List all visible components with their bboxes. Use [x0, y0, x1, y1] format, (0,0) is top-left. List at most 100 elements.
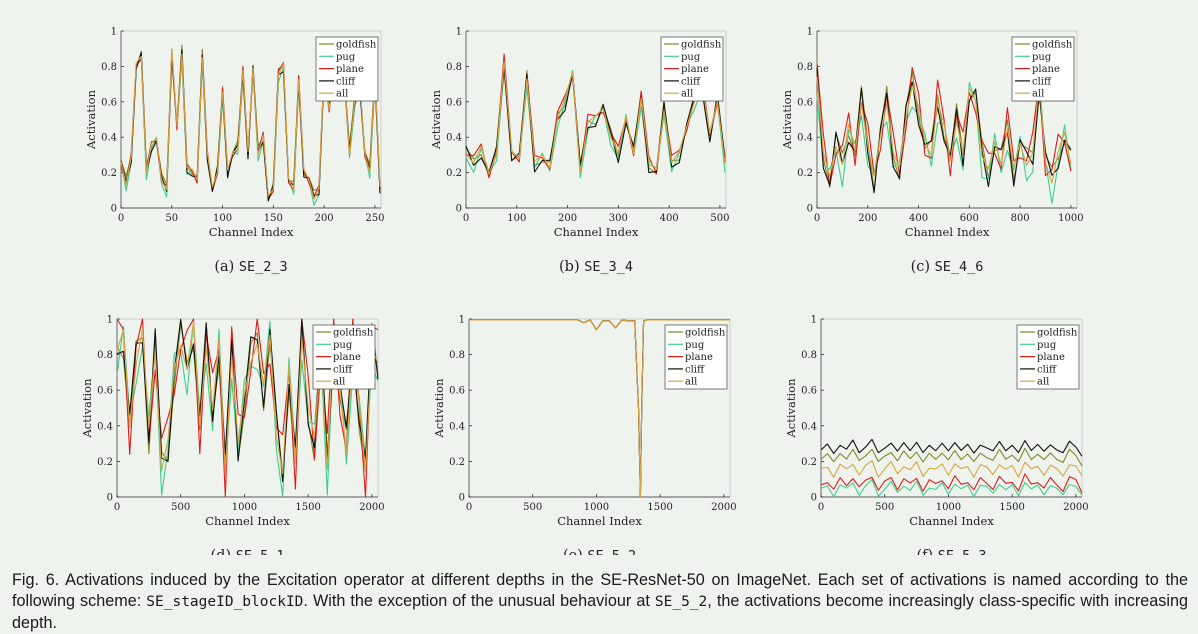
y-tick-label: 1: [456, 27, 462, 38]
y-tick-label: 0: [811, 493, 817, 504]
y-tick-label: 0.8: [97, 350, 113, 361]
y-tick-label: 0.4: [801, 421, 817, 432]
series-line-goldfish: [820, 447, 1083, 467]
legend-label-plane: plane: [1032, 64, 1060, 75]
x-axis-label: Channel Index: [557, 514, 642, 528]
legend-label-goldfish: goldfish: [1032, 40, 1073, 51]
y-axis-label: Activation: [84, 89, 98, 150]
panel-caption-label: (c): [911, 259, 935, 275]
x-tick-label: 200: [858, 213, 877, 224]
y-tick-label: 0.2: [97, 457, 113, 468]
series-line-all: [816, 76, 1072, 184]
y-tick-label: 0.6: [797, 97, 813, 108]
plot-area: [820, 318, 1083, 498]
caption-lead: Fig. 6. Activations induced by the Excit…: [12, 571, 1188, 610]
x-tick-label: 500: [875, 502, 894, 513]
x-tick-label: 1500: [647, 502, 672, 513]
series-line-all: [469, 319, 730, 498]
series-line-cliff: [816, 68, 1072, 194]
y-tick-label: 0: [111, 204, 117, 215]
panel-caption-label: (a): [214, 259, 239, 275]
panel-caption-name: SE_5_3: [938, 548, 987, 555]
legend-label-goldfish: goldfish: [685, 328, 726, 339]
panel-caption: (f) SE_5_3: [916, 548, 986, 555]
panel-se-5-3: 0 0.2 0.4 0.6 0.8 1 0 500 1000 1500 2000 Channel In…: [784, 315, 1089, 556]
figure-caption: Fig. 6. Activations induced by the Excit…: [12, 570, 1188, 634]
x-axis-label: Channel Index: [554, 225, 639, 239]
x-tick-label: 1500: [295, 502, 320, 513]
legend-label-all: all: [336, 89, 348, 100]
x-tick-label: 500: [523, 502, 542, 513]
legend-label-cliff: cliff: [681, 76, 701, 87]
caption-tail: , the activations become increasingly cl…: [12, 592, 1188, 632]
y-tick-label: 0.8: [801, 350, 817, 361]
legend-box: [1016, 324, 1080, 390]
y-tick-label: 0.6: [449, 386, 465, 397]
legend-label-cliff: cliff: [685, 364, 705, 375]
legend-label-goldfish: goldfish: [681, 40, 722, 51]
x-tick-label: 1000: [584, 502, 609, 513]
panel-caption-name: SE_4_6: [935, 259, 984, 275]
x-tick-label: 1500: [999, 502, 1024, 513]
legend-label-all: all: [1037, 377, 1049, 388]
panel-caption: (b) SE_3_4: [559, 259, 633, 275]
y-tick-label: 0.6: [801, 386, 817, 397]
y-tick-label: 0.8: [797, 62, 813, 73]
x-tick-label: 400: [909, 213, 928, 224]
x-tick-label: 600: [960, 213, 979, 224]
panel-caption-name: SE_5_2: [587, 548, 636, 555]
panel-caption-name: SE_3_4: [584, 259, 633, 275]
x-axis-label: Channel Index: [205, 514, 290, 528]
legend-label-plane: plane: [685, 352, 713, 363]
x-tick-label: 0: [114, 502, 120, 513]
y-tick-label: 0.2: [446, 168, 462, 179]
legend-label-plane: plane: [1037, 352, 1065, 363]
series-line-cliff: [465, 67, 726, 174]
legend-label-pug: pug: [1037, 340, 1057, 351]
legend-label-pug: pug: [333, 340, 353, 351]
plot-area: [120, 30, 382, 209]
x-tick-label: 100: [213, 213, 232, 224]
y-axis-label: Activation: [432, 378, 446, 439]
legend-label-goldfish: goldfish: [333, 328, 374, 339]
x-tick-label: 150: [264, 213, 283, 224]
y-tick-label: 0.2: [797, 168, 813, 179]
legend-label-cliff: cliff: [1037, 364, 1057, 375]
y-tick-label: 1: [107, 315, 113, 326]
legend-label-plane: plane: [681, 64, 709, 75]
panel-se-3-4: 0 0.2 0.4 0.6 0.8 1 0 100 200 300 400 500 Channel In…: [429, 27, 729, 276]
panel-se-5-2: 0 0.2 0.4 0.6 0.8 1 0 500 1000 1500 2000 Channel In…: [432, 315, 737, 556]
y-tick-label: 0.4: [797, 133, 813, 144]
x-tick-label: 0: [463, 213, 469, 224]
x-tick-label: 500: [171, 502, 190, 513]
x-tick-label: 0: [818, 502, 824, 513]
panel-caption: (c) SE_4_6: [911, 259, 984, 275]
x-tick-label: 100: [507, 213, 526, 224]
caption-middle: . With the exception of the unusual beha…: [303, 592, 655, 610]
y-tick-label: 1: [807, 27, 813, 38]
y-tick-label: 1: [459, 315, 465, 326]
legend-label-goldfish: goldfish: [336, 40, 377, 51]
caption-exception-code: SE_5_2: [654, 594, 708, 610]
legend-label-all: all: [1032, 89, 1044, 100]
panel-se-4-6: 0 0.2 0.4 0.6 0.8 1 0 200 400 600 800 1000 Channel I…: [780, 27, 1084, 276]
legend-label-cliff: cliff: [333, 364, 353, 375]
legend-label-plane: plane: [336, 64, 364, 75]
x-axis-label: Channel Index: [909, 514, 994, 528]
y-axis-label: Activation: [784, 378, 798, 439]
y-tick-label: 0.4: [101, 133, 117, 144]
y-tick-label: 0.2: [101, 168, 117, 179]
legend-label-pug: pug: [336, 52, 356, 63]
panel-caption-label: (e): [563, 548, 588, 555]
x-tick-label: 200: [315, 213, 334, 224]
x-tick-label: 800: [1011, 213, 1030, 224]
y-tick-label: 0.8: [449, 350, 465, 361]
plot-area: [816, 30, 1078, 209]
plot-area: [465, 30, 727, 209]
panel-se-2-3: 0 0.2 0.4 0.6 0.8 1 0 50 100 150 200 250 Channel Ind…: [84, 27, 384, 276]
x-tick-label: 50: [165, 213, 178, 224]
